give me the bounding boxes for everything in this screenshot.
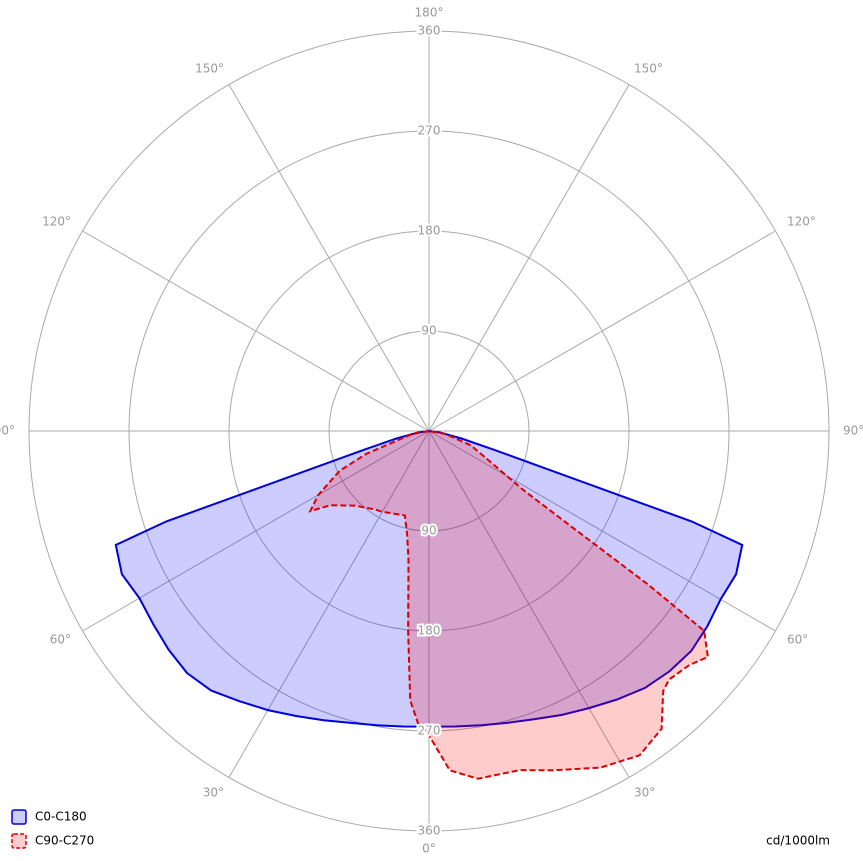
angle-label: 0° <box>422 842 436 856</box>
spoke <box>428 430 776 632</box>
unit-label: cd/1000lm <box>766 834 830 848</box>
spoke <box>82 230 430 432</box>
angle-label: 120° <box>787 215 816 229</box>
r-tick-label: 270 <box>418 724 441 738</box>
series-area <box>308 429 709 780</box>
legend-label: C0-C180 <box>35 810 87 824</box>
angle-label: 90° <box>0 424 15 438</box>
angle-label: 150° <box>195 62 224 76</box>
angle-label: 120° <box>42 215 71 229</box>
angle-label: 60° <box>787 633 808 647</box>
legend-label: C90-C270 <box>35 834 94 848</box>
r-tick-label: 360 <box>418 24 441 38</box>
angle-label: 180° <box>415 6 444 20</box>
angle-label: 30° <box>203 785 224 799</box>
r-tick-label: 90 <box>421 524 436 538</box>
r-tick-label: 360 <box>418 824 441 838</box>
spoke <box>228 84 430 432</box>
series-area <box>114 429 744 728</box>
r-tick-label: 270 <box>418 124 441 138</box>
angle-label: 150° <box>634 62 663 76</box>
spoke <box>428 430 630 778</box>
r-tick-label: 180 <box>418 224 441 238</box>
spoke <box>428 84 630 432</box>
r-tick-label: 90 <box>421 324 436 338</box>
spoke <box>228 430 430 778</box>
legend-swatch <box>11 833 27 849</box>
r-tick-label: 180 <box>418 624 441 638</box>
spoke <box>82 430 430 632</box>
angle-label: 30° <box>634 785 655 799</box>
legend-swatch <box>11 809 27 825</box>
spoke <box>428 230 776 432</box>
angle-label: 90° <box>843 424 863 438</box>
angle-label: 60° <box>50 633 71 647</box>
